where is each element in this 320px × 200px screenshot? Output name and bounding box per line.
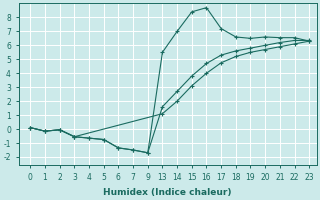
X-axis label: Humidex (Indice chaleur): Humidex (Indice chaleur) <box>103 188 232 197</box>
